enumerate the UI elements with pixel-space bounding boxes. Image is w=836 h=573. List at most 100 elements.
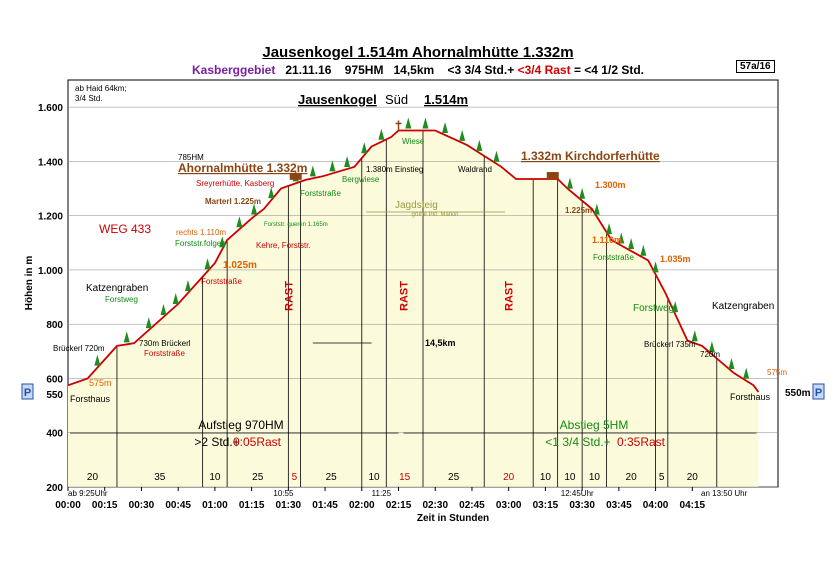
tree-mark xyxy=(476,139,483,151)
parking-letter: P xyxy=(24,387,31,399)
segment-label: 10 xyxy=(209,472,221,483)
tree-mark xyxy=(422,117,429,129)
distance-label: 14,5km xyxy=(393,63,435,77)
tree-mark xyxy=(606,223,613,235)
forststrasse-3-label: Forststraße xyxy=(144,349,185,358)
wiese-label: Wiese xyxy=(402,137,425,146)
x-axis-label: Zeit in Stunden xyxy=(417,513,489,524)
tree-mark xyxy=(236,216,243,228)
time-mark-label: 12:45Uhr xyxy=(561,489,594,498)
time-mark-label: ab 9:25Uhr xyxy=(68,489,108,498)
kehre-label: Kehre, Forststr. xyxy=(256,241,311,250)
segment-label: 20 xyxy=(626,472,638,483)
forststr-folgen-label: Forststr.folgen xyxy=(175,239,226,248)
y-tick-label: 400 xyxy=(46,429,63,440)
alt-1110-right-label: 1.110m xyxy=(592,235,622,245)
rest-bar-label: RAST xyxy=(398,281,410,311)
segment-label: 10 xyxy=(368,472,380,483)
bergwiese-label: Bergwiese xyxy=(342,175,380,184)
parking-letter: P xyxy=(815,387,822,399)
katzengraben-right-label: Katzengraben xyxy=(712,301,774,312)
x-tick-label: 02:30 xyxy=(422,500,448,511)
katzengraben-label: Katzengraben xyxy=(86,283,148,294)
church-hut-title: 1.332m Kirchdorferhütte xyxy=(521,149,660,163)
chart-title: Jausenkogel 1.514m Ahornalmhütte 1.332m xyxy=(262,44,574,61)
rest-bar-label: RAST xyxy=(283,281,295,311)
x-tick-label: 03:15 xyxy=(533,500,559,511)
tree-mark xyxy=(708,341,715,353)
summit-title: Jausenkogel xyxy=(298,92,377,107)
forststrasse-2-label: Forststraße xyxy=(201,277,242,286)
y-tick-label: 550 xyxy=(46,390,63,401)
segment-label: 5 xyxy=(292,472,298,483)
x-tick-label: 02:15 xyxy=(386,500,412,511)
forsthaus-right-label: Forsthaus xyxy=(730,392,771,402)
x-tick-label: 01:45 xyxy=(312,500,338,511)
region-label: Kasberggebiet xyxy=(191,63,276,77)
x-tick-label: 01:30 xyxy=(276,500,302,511)
descent-label: Abstieg 5HM xyxy=(560,418,629,432)
y-tick-label: 1.600 xyxy=(38,103,63,114)
tree-mark xyxy=(268,187,275,199)
tree-mark xyxy=(579,187,586,199)
segment-label: 20 xyxy=(687,472,699,483)
x-tick-label: 03:00 xyxy=(496,500,522,511)
tree-mark xyxy=(123,331,130,343)
hut-hm-label: 785HM xyxy=(178,153,204,162)
segment-label: 25 xyxy=(252,472,264,483)
tree-mark xyxy=(672,301,679,313)
rest-bar-label: RAST xyxy=(504,281,516,311)
x-tick-label: 03:30 xyxy=(569,500,595,511)
tree-mark xyxy=(145,317,152,329)
einstieg-label: 1.380m Einstieg xyxy=(366,165,423,174)
ascent-label: Aufstieg 970HM xyxy=(198,418,283,432)
summit-sub: Süd xyxy=(385,92,408,107)
x-tick-label: 01:00 xyxy=(202,500,228,511)
tree-mark xyxy=(593,203,600,215)
tour-badge: 57a/16 xyxy=(736,60,775,73)
alt-1225-right-label: 1.225m xyxy=(565,206,592,215)
forsthaus-left-label: Forsthaus xyxy=(70,394,111,404)
x-tick-label: 03:45 xyxy=(606,500,632,511)
x-tick-label: 02:00 xyxy=(349,500,375,511)
tree-mark xyxy=(184,279,191,291)
segment-label: 5 xyxy=(659,472,665,483)
sreyren-label: Sreyrerhütte, Kasberg xyxy=(196,179,274,188)
x-tick-label: 04:15 xyxy=(680,500,706,511)
tree-mark xyxy=(344,156,351,168)
tree-mark xyxy=(172,293,179,305)
rechts-label: rechts 1.110m xyxy=(176,228,226,237)
x-tick-label: 01:15 xyxy=(239,500,265,511)
x-tick-label: 00:00 xyxy=(55,500,81,511)
tree-mark xyxy=(728,357,735,369)
hut-icon xyxy=(289,172,302,180)
forststr-quer-label: Forststr. queren 1.165m xyxy=(264,222,328,228)
profile-line xyxy=(67,129,760,393)
hut-icon xyxy=(546,172,559,180)
tree-mark xyxy=(94,354,101,366)
brueckerl-735-label: Brückerl 735m xyxy=(644,340,696,349)
waldrand-label: Waldrand xyxy=(458,165,492,174)
alt-1035-label: 1.035m xyxy=(660,254,691,264)
segment-label: 35 xyxy=(154,472,166,483)
segment-label: 20 xyxy=(503,472,515,483)
tree-mark xyxy=(652,261,659,273)
segment-label: 10 xyxy=(589,472,601,483)
y-tick-label: 200 xyxy=(46,483,63,494)
tree-mark xyxy=(628,237,635,249)
distance-mid-label: 14,5km xyxy=(425,338,456,348)
tree-mark xyxy=(361,142,368,154)
tree-mark xyxy=(378,128,385,140)
x-tick-label: 00:45 xyxy=(165,500,191,511)
start-note: ab Haid 64km; xyxy=(75,84,127,93)
hut-title: Ahornalmhütte 1.332m xyxy=(178,161,307,175)
hm-label: 975HM xyxy=(344,63,384,77)
summit-alt: 1.514m xyxy=(424,92,468,107)
x-tick-label: 00:30 xyxy=(129,500,155,511)
y-tick-label: 1.000 xyxy=(38,266,63,277)
rest-label: <3/4 Rast xyxy=(517,63,571,77)
alt-575-right-label: 575m xyxy=(767,368,787,377)
parking-sign-left xyxy=(21,383,34,400)
descent-rest-label: 0:35Rast xyxy=(617,435,666,449)
